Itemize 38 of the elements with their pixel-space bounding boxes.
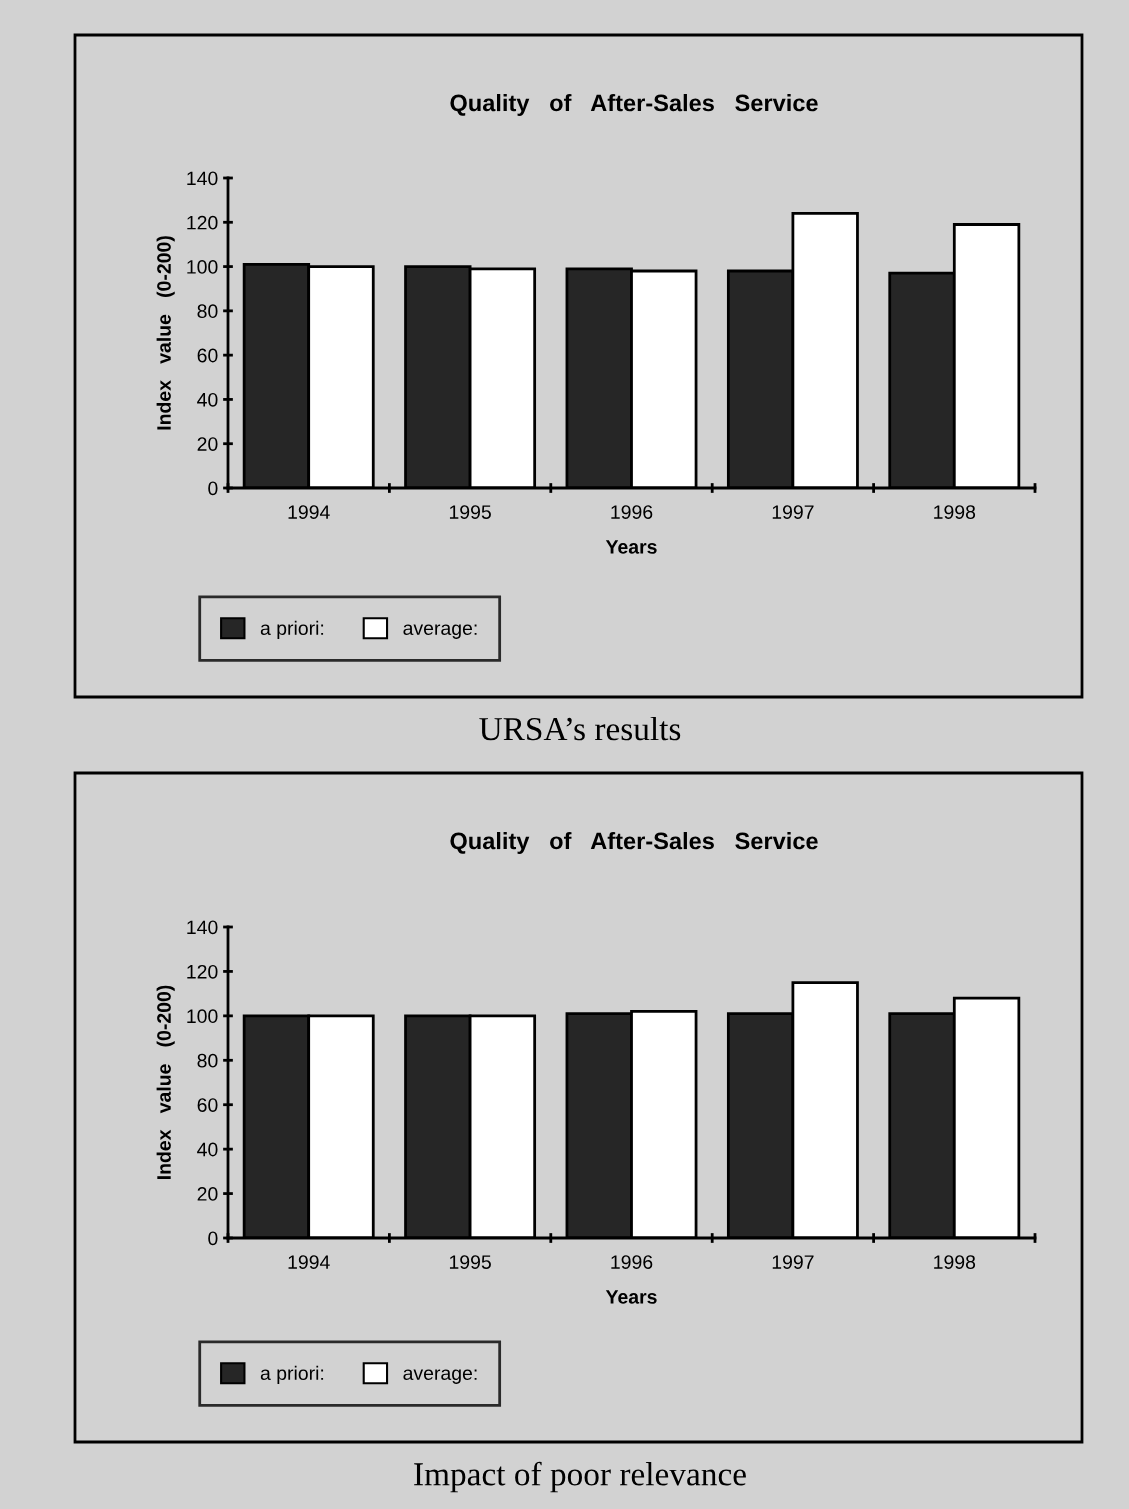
y-tick-label: 40: [197, 1142, 218, 1157]
chart-title: Quality of After-Sales Service: [450, 94, 818, 117]
y-axis-title: Index value (0-200): [156, 985, 175, 1179]
x-tick-label: 1994: [288, 1255, 330, 1269]
x-tick-label: 1995: [449, 1255, 491, 1269]
y-tick-label: 120: [187, 215, 218, 230]
x-tick-label: 1998: [934, 1255, 976, 1269]
y-tick-label: 100: [187, 260, 218, 274]
y-tick-label: 120: [187, 964, 218, 979]
x-tick-label: 1997: [772, 1255, 814, 1269]
y-tick-label: 20: [197, 1187, 218, 1201]
legend-label: a priori:: [260, 1365, 324, 1384]
y-tick-label: 0: [208, 481, 218, 496]
x-tick-label: 1996: [611, 1255, 653, 1269]
chart-title: Quality of After-Sales Service: [450, 831, 818, 855]
y-tick-label: 0: [208, 1231, 218, 1246]
y-axis-title: Index value (0-200): [156, 236, 175, 430]
x-tick-label: 1998: [934, 505, 976, 519]
x-tick-label: 1994: [288, 505, 330, 519]
x-tick-label: 1997: [772, 505, 814, 519]
y-tick-label: 100: [187, 1009, 218, 1024]
y-tick-label: 60: [197, 1098, 218, 1112]
y-tick-label: 140: [187, 920, 218, 935]
y-tick-label: 80: [197, 1053, 218, 1068]
y-tick-label: 20: [197, 437, 218, 451]
x-axis-title: Years: [605, 1290, 657, 1304]
y-tick-label: 140: [187, 171, 218, 186]
legend-label: average:: [403, 1369, 477, 1384]
x-tick-label: 1996: [611, 505, 653, 519]
text: Impact of poor relevance: [414, 1461, 746, 1493]
legend-label: average:: [403, 624, 477, 639]
y-tick-label: 80: [197, 304, 218, 319]
text: URSA’s results: [479, 716, 681, 741]
y-tick-label: 60: [197, 348, 218, 363]
x-tick-label: 1995: [449, 505, 491, 519]
x-axis-title: Years: [605, 540, 657, 554]
legend-label: a priori:: [260, 620, 324, 639]
y-tick-label: 40: [197, 392, 218, 407]
